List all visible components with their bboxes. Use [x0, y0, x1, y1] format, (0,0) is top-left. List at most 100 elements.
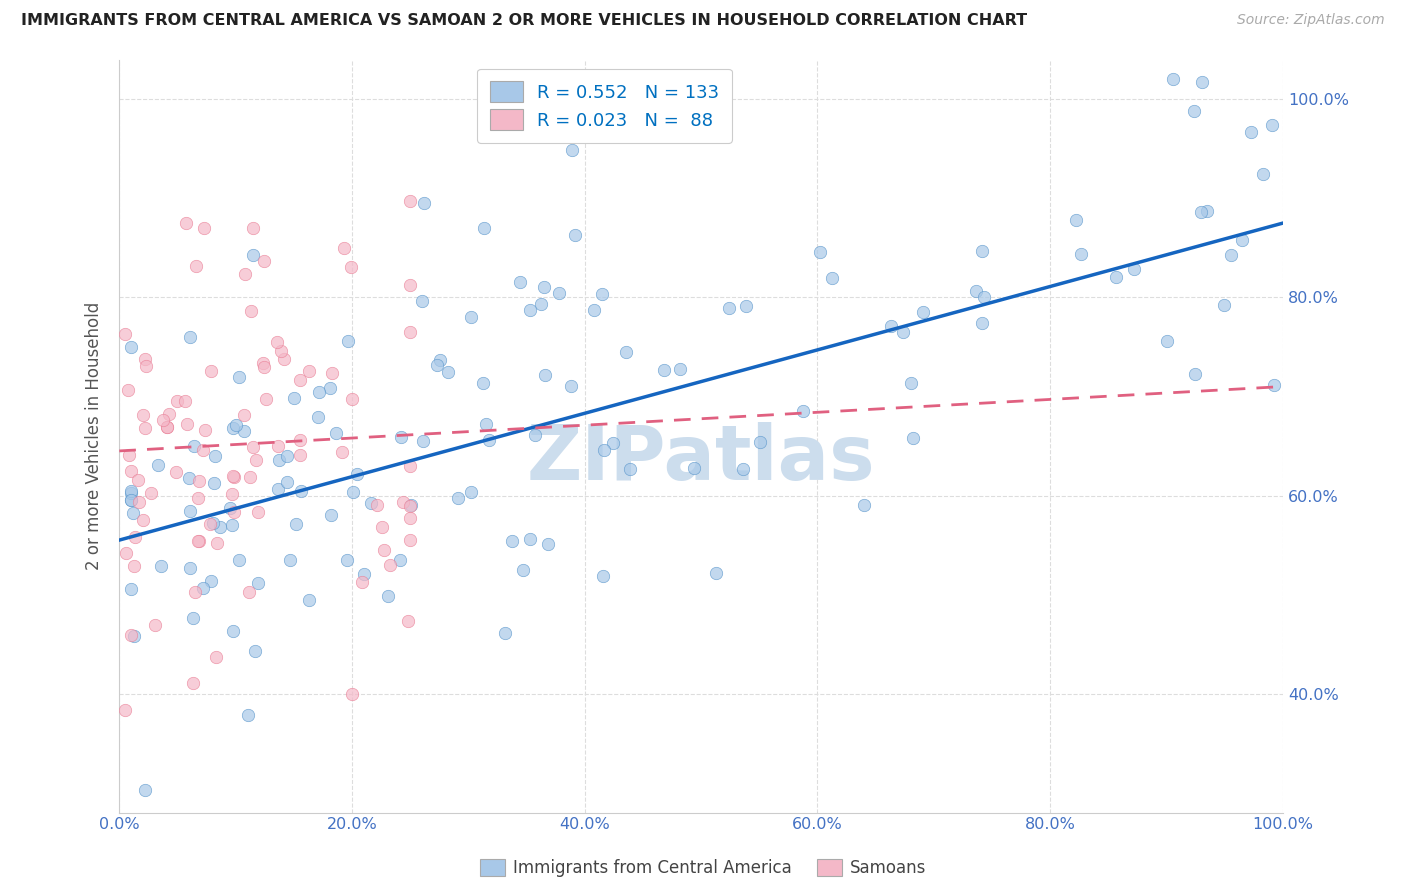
- Point: [252, 356, 274, 370]
- Point: [880, 318, 903, 333]
- Point: [179, 471, 201, 485]
- Point: [120, 340, 142, 354]
- Point: [200, 364, 222, 378]
- Point: [1213, 298, 1236, 312]
- Point: [460, 310, 482, 324]
- Point: [333, 241, 356, 255]
- Point: [1104, 269, 1126, 284]
- Point: [224, 469, 246, 483]
- Point: [1189, 205, 1212, 219]
- Point: [247, 576, 270, 591]
- Point: [146, 458, 169, 472]
- Point: [273, 351, 295, 366]
- Point: [792, 404, 814, 418]
- Point: [1230, 233, 1253, 247]
- Point: [501, 534, 523, 549]
- Point: [288, 448, 311, 462]
- Point: [298, 593, 321, 607]
- Point: [120, 582, 142, 596]
- Point: [340, 392, 363, 407]
- Point: [284, 516, 307, 531]
- Point: [187, 491, 209, 505]
- Point: [735, 299, 758, 313]
- Point: [973, 290, 995, 304]
- Point: [353, 567, 375, 582]
- Point: [174, 393, 197, 408]
- Point: [717, 301, 740, 315]
- Point: [1064, 212, 1087, 227]
- Point: [134, 782, 156, 797]
- Point: [132, 408, 155, 422]
- Point: [221, 487, 243, 501]
- Point: [524, 427, 547, 442]
- Point: [901, 431, 924, 445]
- Point: [181, 611, 204, 625]
- Point: [278, 553, 301, 567]
- Point: [187, 534, 209, 549]
- Text: Source: ZipAtlas.com: Source: ZipAtlas.com: [1237, 13, 1385, 28]
- Point: [534, 368, 557, 383]
- Point: [124, 629, 146, 643]
- Point: [321, 366, 343, 380]
- Point: [198, 516, 221, 531]
- Point: [205, 650, 228, 665]
- Point: [127, 474, 149, 488]
- Point: [118, 448, 141, 462]
- Point: [340, 260, 363, 274]
- Point: [270, 343, 292, 358]
- Point: [222, 505, 245, 519]
- Point: [266, 483, 288, 497]
- Point: [204, 449, 226, 463]
- Point: [242, 221, 264, 235]
- Legend: R = 0.552   N = 133, R = 0.023   N =  88: R = 0.552 N = 133, R = 0.023 N = 88: [478, 69, 731, 143]
- Point: [1184, 368, 1206, 382]
- Point: [194, 423, 217, 437]
- Point: [184, 259, 207, 273]
- Point: [389, 553, 412, 567]
- Point: [352, 574, 374, 589]
- Point: [377, 589, 399, 603]
- Point: [141, 486, 163, 500]
- Point: [1261, 118, 1284, 132]
- Point: [218, 500, 240, 515]
- Point: [475, 417, 498, 431]
- Point: [276, 450, 298, 464]
- Point: [392, 495, 415, 509]
- Point: [437, 365, 460, 379]
- Point: [193, 221, 215, 235]
- Point: [120, 464, 142, 478]
- Point: [184, 585, 207, 599]
- Point: [156, 420, 179, 434]
- Point: [564, 228, 586, 243]
- Point: [179, 330, 201, 344]
- Point: [1122, 262, 1144, 277]
- Point: [200, 574, 222, 588]
- Point: [233, 424, 256, 438]
- Point: [157, 407, 180, 421]
- Point: [267, 453, 290, 467]
- Point: [478, 433, 501, 447]
- Point: [188, 865, 211, 880]
- Point: [228, 370, 250, 384]
- Point: [156, 419, 179, 434]
- Point: [247, 505, 270, 519]
- Point: [187, 475, 209, 489]
- Point: [396, 615, 419, 629]
- Point: [179, 561, 201, 575]
- Point: [124, 530, 146, 544]
- Point: [536, 537, 558, 551]
- Point: [731, 462, 754, 476]
- Point: [1070, 247, 1092, 261]
- Point: [399, 499, 422, 513]
- Point: [236, 708, 259, 723]
- Point: [238, 585, 260, 599]
- Point: [399, 325, 422, 339]
- Point: [114, 703, 136, 717]
- Point: [166, 394, 188, 409]
- Point: [132, 513, 155, 527]
- Point: [242, 440, 264, 454]
- Point: [399, 533, 422, 547]
- Point: [472, 376, 495, 390]
- Point: [426, 358, 449, 372]
- Point: [342, 484, 364, 499]
